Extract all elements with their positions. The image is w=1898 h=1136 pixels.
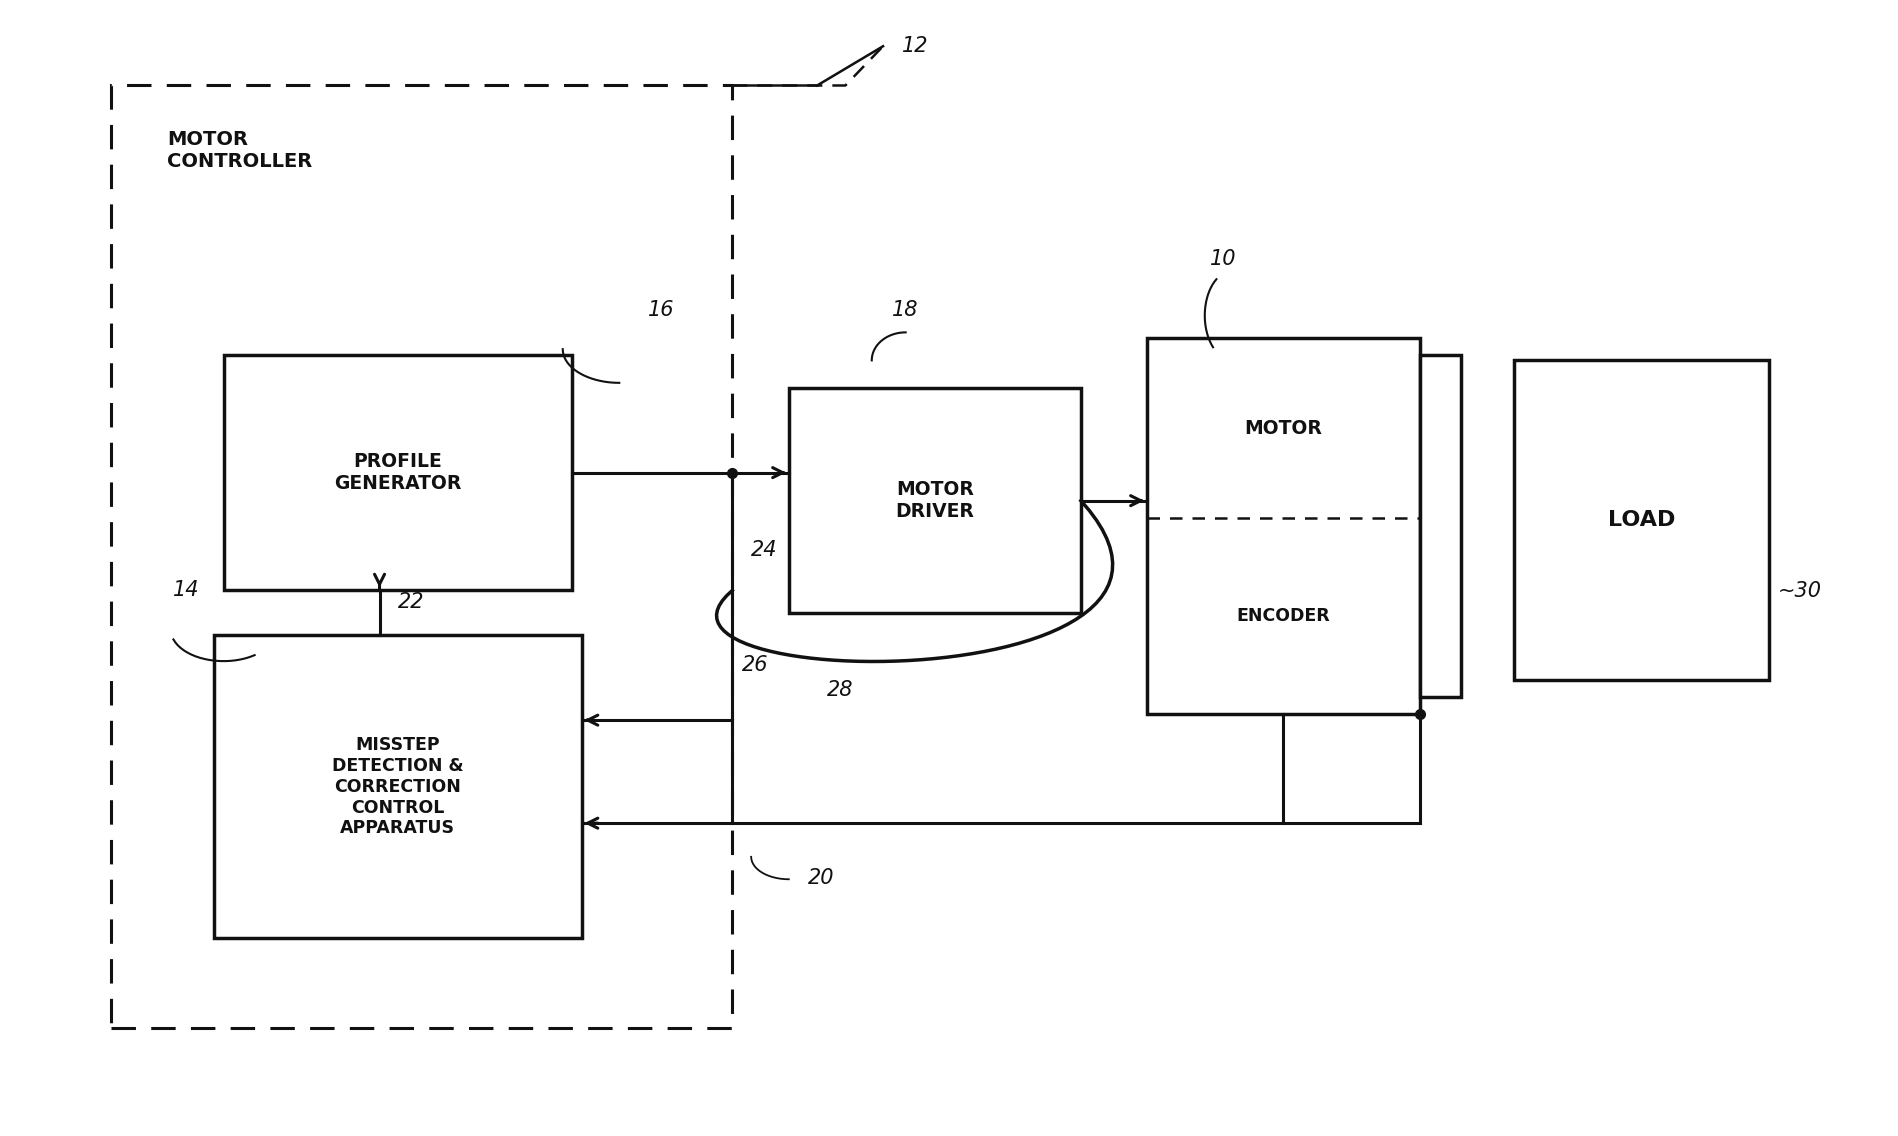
Text: 28: 28 — [826, 680, 852, 700]
Text: PROFILE
GENERATOR: PROFILE GENERATOR — [334, 452, 461, 493]
Text: 22: 22 — [399, 592, 425, 611]
Text: MISSTEP
DETECTION &
CORRECTION
CONTROL
APPARATUS: MISSTEP DETECTION & CORRECTION CONTROL A… — [332, 736, 463, 837]
Bar — [1420, 354, 1461, 698]
Text: ENCODER: ENCODER — [1237, 607, 1330, 625]
Text: MOTOR
DRIVER: MOTOR DRIVER — [896, 481, 974, 521]
Bar — [1146, 339, 1420, 713]
Text: 12: 12 — [902, 36, 928, 56]
Text: 10: 10 — [1211, 250, 1237, 269]
Text: MOTOR: MOTOR — [1245, 419, 1323, 437]
Bar — [224, 354, 571, 591]
Text: 20: 20 — [809, 868, 835, 888]
Bar — [110, 85, 733, 1028]
Bar — [790, 389, 1080, 613]
Text: 18: 18 — [892, 300, 919, 320]
Text: 26: 26 — [742, 655, 769, 675]
Text: 16: 16 — [647, 300, 674, 320]
Text: ~30: ~30 — [1778, 580, 1822, 601]
Bar — [214, 635, 581, 938]
Text: MOTOR
CONTROLLER: MOTOR CONTROLLER — [167, 131, 313, 172]
Text: 14: 14 — [173, 580, 199, 601]
Text: LOAD: LOAD — [1608, 510, 1676, 531]
Bar — [1515, 360, 1769, 680]
Text: 24: 24 — [752, 540, 778, 560]
